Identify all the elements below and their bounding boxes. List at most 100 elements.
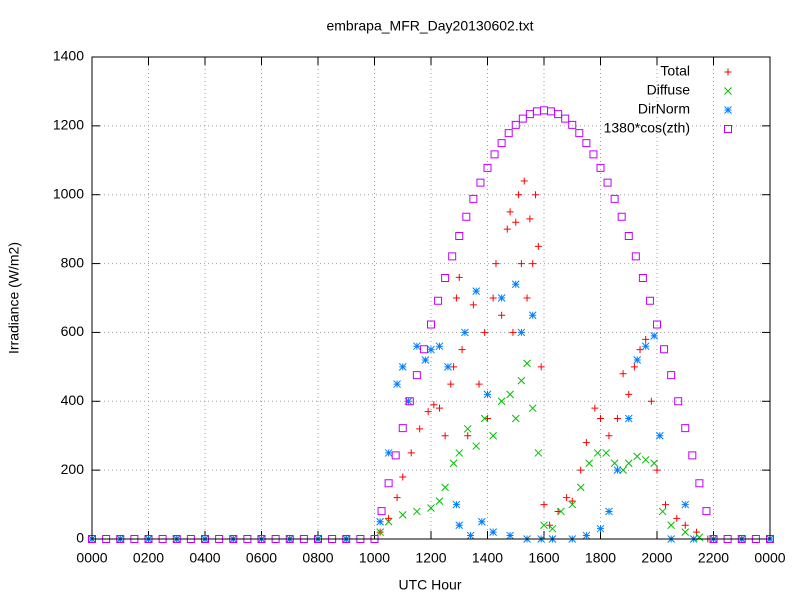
point [511,414,520,423]
point [398,511,407,519]
point [376,517,385,526]
point [532,191,540,199]
point [413,342,421,351]
point [610,194,619,203]
point [328,535,337,543]
point [673,514,681,522]
point [416,425,424,433]
point [461,328,469,337]
point [427,320,435,329]
point [515,191,523,199]
point [642,335,650,343]
point [186,535,195,543]
point [602,449,611,457]
point [490,150,499,159]
point [624,232,633,241]
point [492,260,500,268]
point [681,528,690,536]
point [512,218,520,226]
point [404,397,413,406]
x-tick-label: 0200 [133,550,164,566]
point [534,449,543,457]
point [641,342,650,351]
point [458,346,466,354]
point [591,404,599,412]
point [504,129,513,138]
point [575,129,584,138]
point [424,408,432,416]
x-tick-label: 2000 [641,550,672,566]
point [603,178,612,187]
point [650,332,659,340]
point [497,139,506,148]
point [613,466,622,474]
point [520,177,528,185]
point [681,521,689,529]
x-tick-label: 0600 [246,550,277,566]
point [667,371,676,380]
point [481,328,489,336]
point [412,371,421,380]
point [517,260,525,268]
series-3 [88,106,774,543]
point [630,363,638,371]
point [376,528,385,536]
point [645,296,654,305]
point [681,424,690,433]
point [548,524,557,533]
point [215,535,224,543]
point [489,528,498,536]
y-tick-label: 600 [61,323,85,339]
x-tick-label: 1000 [359,550,390,566]
point [593,449,602,457]
chart-title: embrapa_MFR_Day20130602.txt [326,18,533,34]
point [688,451,697,460]
point [475,380,483,388]
point [511,120,520,129]
point [342,535,351,543]
point [585,459,594,468]
x-tick-label: 0800 [302,550,333,566]
point [385,514,393,522]
point [528,311,537,320]
point [617,212,626,221]
point [455,232,464,241]
x-tick-label: 1200 [415,550,446,566]
x-tick-label: 2200 [698,550,729,566]
point [650,459,659,468]
y-tick-label: 400 [61,392,85,408]
point [641,455,650,464]
point [430,401,438,409]
x-tick-label: 0000 [76,550,107,566]
point [529,260,537,268]
point [537,363,545,371]
point [413,507,421,516]
point [405,397,414,406]
point [702,507,711,516]
point [506,390,514,399]
point [393,380,401,388]
point [723,535,732,543]
point [557,507,565,516]
point [576,483,585,492]
y-tick-label: 200 [61,461,85,477]
point [88,535,96,543]
point [568,120,577,129]
point [766,535,774,543]
point [102,535,111,543]
point [597,415,604,422]
legend-label: 1380*cos(zth) [604,120,690,136]
point [610,459,619,468]
point [243,535,252,543]
point [633,452,642,461]
point [469,194,478,203]
point [503,225,511,233]
point [435,342,444,351]
point [653,320,661,329]
point [497,397,506,406]
point [506,531,514,540]
point [477,517,486,526]
point [667,521,675,530]
legend-label: DirNorm [638,101,690,117]
point [577,466,585,474]
